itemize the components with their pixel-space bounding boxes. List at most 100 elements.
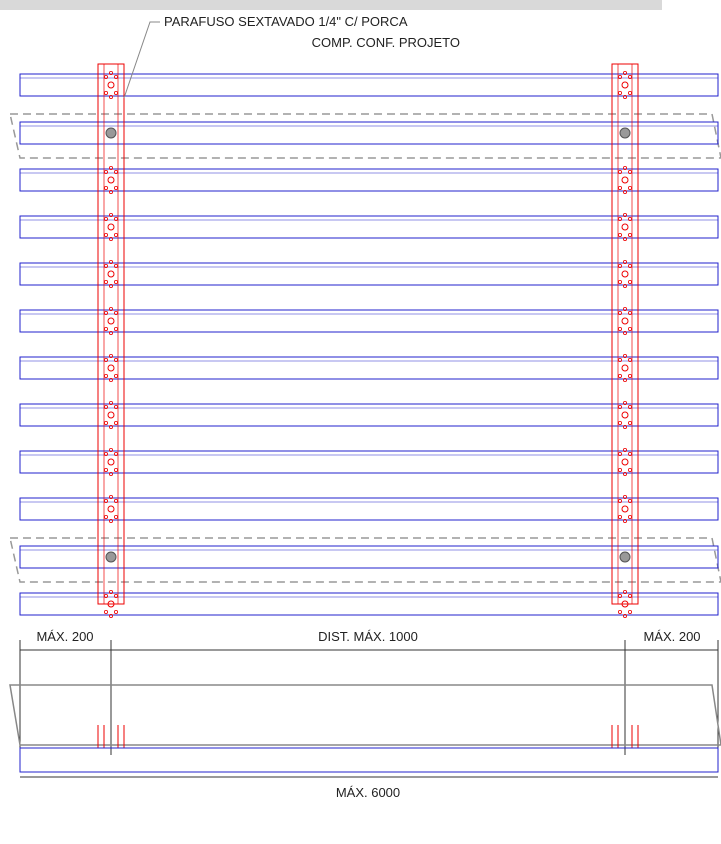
bolt (105, 127, 117, 139)
bolt (105, 551, 117, 563)
screw-mark (114, 263, 119, 268)
screw-mark (623, 283, 628, 288)
screw-mark (628, 75, 633, 80)
screw-mark (623, 519, 628, 524)
screw-mark (104, 310, 109, 315)
screw-mark (623, 447, 628, 452)
screw-mark (618, 216, 623, 221)
screw-mark (114, 216, 119, 221)
screw-mark (623, 614, 628, 619)
screw-mark (114, 467, 119, 472)
screw-mark (114, 515, 119, 520)
plank (19, 215, 719, 239)
screw-mark (109, 306, 114, 311)
screw-mark (104, 326, 109, 331)
screw-mark (628, 232, 633, 237)
screw-mark (109, 494, 114, 499)
screw (621, 364, 629, 372)
screw (107, 270, 115, 278)
plank (19, 356, 719, 380)
screw-mark (104, 279, 109, 284)
screw-mark (628, 185, 633, 190)
screw (107, 176, 115, 184)
screw-mark (618, 498, 623, 503)
screw (621, 317, 629, 325)
plank (19, 545, 719, 569)
screw (107, 411, 115, 419)
screw-mark (623, 400, 628, 405)
dashed-outline (9, 537, 721, 583)
screw-mark (114, 91, 119, 96)
screw-mark (114, 169, 119, 174)
dimension-top (19, 640, 719, 760)
screw (621, 270, 629, 278)
screw-mark (109, 519, 114, 524)
screw-mark (104, 420, 109, 425)
screw-mark (623, 259, 628, 264)
screw-mark (618, 404, 623, 409)
plank (19, 73, 719, 97)
screw-mark (618, 467, 623, 472)
screw-mark (109, 447, 114, 452)
screw-mark (114, 310, 119, 315)
screw-mark (623, 236, 628, 241)
screw-mark (618, 610, 623, 615)
screw (107, 600, 115, 608)
screw-mark (623, 494, 628, 499)
screw-mark (104, 610, 109, 615)
screw (621, 223, 629, 231)
screw (107, 223, 115, 231)
screw-mark (618, 263, 623, 268)
screw-mark (628, 357, 633, 362)
screw-mark (628, 498, 633, 503)
screw-mark (104, 451, 109, 456)
screw-mark (104, 75, 109, 80)
screw-mark (628, 467, 633, 472)
screw-mark (114, 357, 119, 362)
screw-mark (628, 594, 633, 599)
screw-mark (623, 95, 628, 100)
screw-mark (109, 400, 114, 405)
top-view (9, 63, 721, 619)
screw-mark (109, 377, 114, 382)
dimension-label: DIST. MÁX. 1000 (318, 629, 418, 644)
dashed-outline (9, 113, 721, 159)
screw-mark (104, 404, 109, 409)
screw-mark (109, 330, 114, 335)
bolt (619, 127, 631, 139)
plank (19, 497, 719, 521)
screw-mark (109, 283, 114, 288)
screw (621, 600, 629, 608)
screw-mark (104, 263, 109, 268)
screw-mark (104, 169, 109, 174)
screw-mark (628, 263, 633, 268)
screw-mark (114, 404, 119, 409)
plank (19, 309, 719, 333)
screw-mark (628, 610, 633, 615)
screw-mark (114, 498, 119, 503)
screw-mark (618, 515, 623, 520)
screw-mark (104, 357, 109, 362)
screw-mark (114, 610, 119, 615)
screw-mark (114, 594, 119, 599)
screw-mark (623, 71, 628, 76)
screw-mark (109, 165, 114, 170)
screw-mark (618, 232, 623, 237)
screw-mark (109, 259, 114, 264)
screw-mark (104, 216, 109, 221)
screw-mark (114, 451, 119, 456)
screw-mark (618, 357, 623, 362)
screw-mark (623, 424, 628, 429)
screw-mark (618, 420, 623, 425)
screw-mark (618, 594, 623, 599)
screw (621, 505, 629, 513)
screw-mark (623, 189, 628, 194)
screw-mark (628, 515, 633, 520)
screw-mark (109, 189, 114, 194)
screw-mark (628, 91, 633, 96)
screw-mark (109, 236, 114, 241)
screw-mark (628, 169, 633, 174)
screw-mark (109, 71, 114, 76)
screw (107, 458, 115, 466)
screw-mark (104, 515, 109, 520)
